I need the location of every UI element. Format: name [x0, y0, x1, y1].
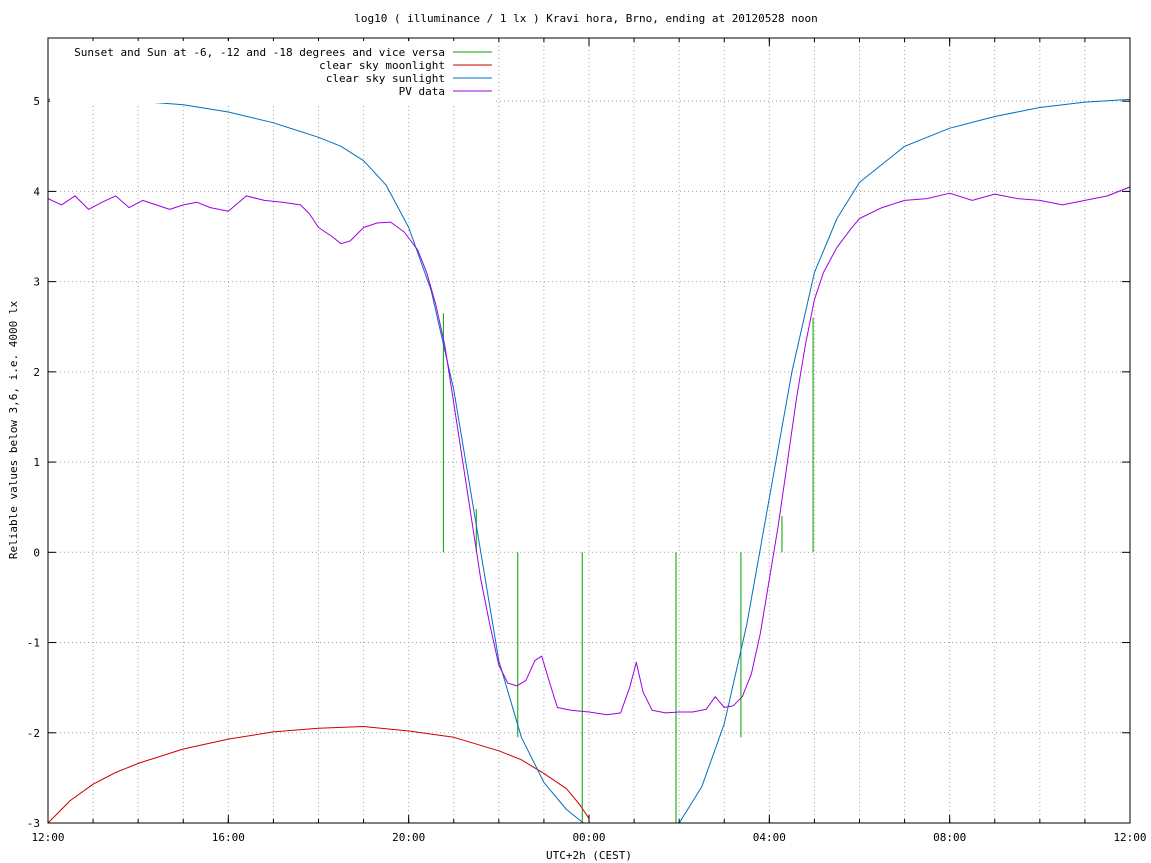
y-tick-label: 5	[33, 95, 40, 108]
y-tick-label: -1	[27, 637, 40, 650]
legend-label: clear sky moonlight	[319, 59, 445, 72]
x-tick-label: 12:00	[31, 831, 64, 844]
x-tick-label: 08:00	[933, 831, 966, 844]
x-axis-label: UTC+2h (CEST)	[546, 849, 632, 862]
legend-label: PV data	[399, 85, 445, 98]
x-tick-label: 20:00	[392, 831, 425, 844]
series-line-clear-sky-moonlight	[48, 726, 590, 823]
legend-label: Sunset and Sun at -6, -12 and -18 degree…	[74, 46, 445, 59]
series-line-pv-data	[48, 186, 1130, 716]
y-tick-label: -3	[27, 817, 40, 830]
y-tick-label: 1	[33, 456, 40, 469]
y-tick-label: -2	[27, 727, 40, 740]
x-tick-label: 16:00	[212, 831, 245, 844]
plot-area	[48, 98, 1130, 823]
y-tick-label: 3	[33, 276, 40, 289]
x-tick-label: 04:00	[753, 831, 786, 844]
y-tick-label: 2	[33, 366, 40, 379]
legend-background	[50, 41, 496, 103]
y-axis-label: Reliable values below 3,6, i.e. 4000 lx	[7, 300, 20, 559]
x-tick-label: 00:00	[572, 831, 605, 844]
y-tick-label: 0	[33, 546, 40, 559]
grid	[48, 38, 1130, 823]
axis-ticks: 12:00 16:00 20:00 00:00 04:00 08:00 12:00-3-2-…	[27, 38, 1147, 844]
x-tick-label: 12:00	[1113, 831, 1146, 844]
series-layer	[48, 98, 1130, 823]
y-tick-label: 4	[33, 185, 40, 198]
legend: Sunset and Sun at -6, -12 and -18 degree…	[74, 46, 492, 98]
legend-label: clear sky sunlight	[326, 72, 445, 85]
series-line-clear-sky-sunlight	[48, 98, 1130, 823]
chart-title: log10 ( illuminance / 1 lx ) Kravi hora,…	[354, 12, 818, 25]
